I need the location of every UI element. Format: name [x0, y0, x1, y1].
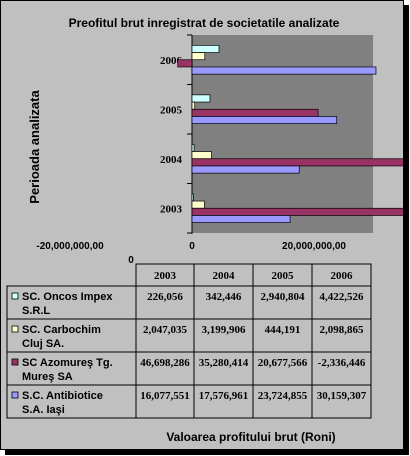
bar: [191, 193, 194, 202]
bar: [177, 59, 193, 68]
table-value-cell: 3,199,906: [202, 324, 247, 336]
table-value-cell: 226,056: [147, 291, 183, 303]
table-value-cell: 4,422,526: [320, 291, 365, 303]
table-header-cell: 2005: [272, 270, 295, 282]
bars: [177, 44, 403, 223]
bar: [191, 158, 403, 167]
table-value-cell: 16,077,551: [140, 390, 190, 402]
x-tick-label: 20,000,000,00: [282, 241, 346, 252]
x-tick-label: -20,000,000,00: [36, 241, 104, 252]
legend-series-name: SC Azomureş Tg. Mureş SA: [22, 357, 113, 383]
table-value-cell: 2,047,035: [143, 324, 188, 336]
bar: [191, 94, 211, 103]
table-value-cell: 2,098,865: [320, 324, 365, 336]
x-tick-label: 0: [128, 255, 134, 266]
plot-area: [192, 35, 373, 233]
table-value-cell: 30,159,307: [317, 390, 367, 402]
bar: [191, 207, 403, 216]
legend-key: [11, 358, 19, 366]
category-labels: 2003 2004 2005 2006: [160, 55, 183, 216]
category-label: 2006: [160, 55, 183, 67]
table-value-cell: 444,191: [265, 324, 301, 336]
x-tick-label: 0: [189, 241, 195, 252]
category-label: 2005: [160, 104, 183, 116]
legend-key: [11, 325, 19, 333]
chart-frame: Preofitul brut inregistrat de societatil…: [0, 0, 404, 450]
table-header-cell: 2004: [213, 270, 236, 282]
legend-series-name: S.C. Antibiotice S.A. Iaşi: [22, 390, 103, 416]
table-row: [6, 384, 372, 419]
data-table: 2003 2004 2005 2006 SC. Oncos Impex S.R.L 226,…: [6, 263, 372, 419]
bar: [191, 66, 377, 75]
legend-key: [11, 292, 19, 300]
x-axis-title: Valoarea profitului brut (Roni): [166, 430, 335, 444]
bar: [191, 151, 212, 160]
table-value-cell: 23,724,855: [258, 390, 308, 402]
bar: [191, 52, 206, 61]
bar: [191, 200, 205, 209]
bar: [191, 144, 195, 152]
bar-chart: Preofitul brut inregistrat de societatil…: [6, 16, 403, 444]
table-value-cell: 20,677,566: [258, 357, 308, 369]
table-value-cell: 46,698,286: [140, 357, 190, 369]
bar: [191, 116, 338, 124]
table-value-cell: 35,280,414: [199, 357, 249, 369]
legend-key: [11, 391, 19, 399]
bar: [191, 101, 196, 110]
table-value-cell: -2,336,446: [318, 357, 366, 369]
bar: [191, 108, 319, 117]
table-header-cell: 2006: [331, 270, 354, 282]
bar: [191, 165, 300, 174]
table-header-cell: 2003: [154, 270, 177, 282]
legend-series-name: SC. Oncos Impex S.R.L: [22, 291, 113, 317]
chart-title: Preofitul brut inregistrat de societatil…: [69, 16, 340, 30]
y-axis-title: Perioada analizata: [27, 90, 42, 204]
category-label: 2003: [160, 203, 183, 215]
table-value-cell: 342,446: [206, 291, 242, 303]
table-value-cell: 2,940,804: [261, 291, 306, 303]
bar: [191, 215, 291, 223]
table-value-cell: 17,576,961: [199, 390, 249, 402]
bar: [191, 44, 220, 53]
x-tick-labels: -20,000,000,000020,000,000,0040,000,000,…: [36, 241, 346, 266]
legend-series-name: SC. Carbochim Cluj SA.: [22, 324, 101, 350]
category-label: 2004: [160, 154, 183, 166]
